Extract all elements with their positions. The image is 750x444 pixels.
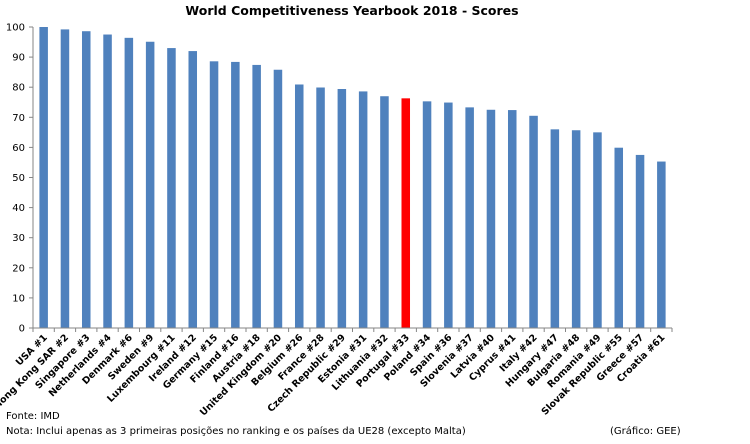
bar — [422, 101, 432, 328]
bar — [593, 132, 602, 328]
bar — [209, 61, 219, 329]
bar — [486, 109, 496, 329]
bar — [60, 29, 70, 329]
bar — [550, 129, 560, 328]
y-tick-label: 10 — [12, 293, 25, 304]
bar — [380, 96, 389, 328]
bars — [39, 27, 666, 329]
bar — [294, 84, 304, 328]
y-tick-label: 30 — [12, 233, 25, 244]
y-tick-label: 80 — [12, 83, 25, 94]
chart-title: World Competitiveness Yearbook 2018 - Sc… — [185, 3, 518, 18]
bar — [273, 69, 283, 328]
bar — [145, 41, 155, 329]
footnote: Nota: Inclui apenas as 3 primeiras posiç… — [6, 426, 466, 437]
bar — [231, 61, 240, 328]
bar — [614, 147, 624, 328]
bar — [39, 27, 48, 328]
bar — [465, 107, 474, 328]
bar — [316, 87, 325, 328]
bar — [571, 130, 581, 328]
y-tick-label: 40 — [12, 203, 25, 214]
bar — [252, 64, 261, 329]
bar — [635, 154, 645, 328]
bar — [81, 31, 91, 329]
y-tick-label: 50 — [12, 173, 25, 184]
y-tick-label: 0 — [19, 324, 25, 335]
bar — [167, 48, 176, 328]
y-tick-label: 70 — [12, 113, 25, 124]
y-tick-label: 100 — [6, 23, 25, 34]
y-tick-label: 20 — [12, 263, 25, 274]
bar — [444, 102, 453, 329]
bar — [103, 34, 112, 329]
credit-note: (Gráfico: GEE) — [610, 426, 681, 437]
bar — [529, 115, 538, 328]
bar — [358, 91, 368, 328]
bar — [401, 98, 411, 328]
bar — [337, 89, 347, 328]
y-tick-label: 60 — [12, 143, 25, 154]
bar — [124, 37, 134, 328]
source-note: Fonte: IMD — [6, 411, 60, 422]
y-axis: 0 10 20 30 40 50 60 70 80 90 100 — [6, 23, 34, 335]
bar — [188, 51, 198, 329]
y-tick-label: 90 — [12, 53, 25, 64]
bar — [507, 110, 517, 329]
bar — [657, 161, 666, 328]
